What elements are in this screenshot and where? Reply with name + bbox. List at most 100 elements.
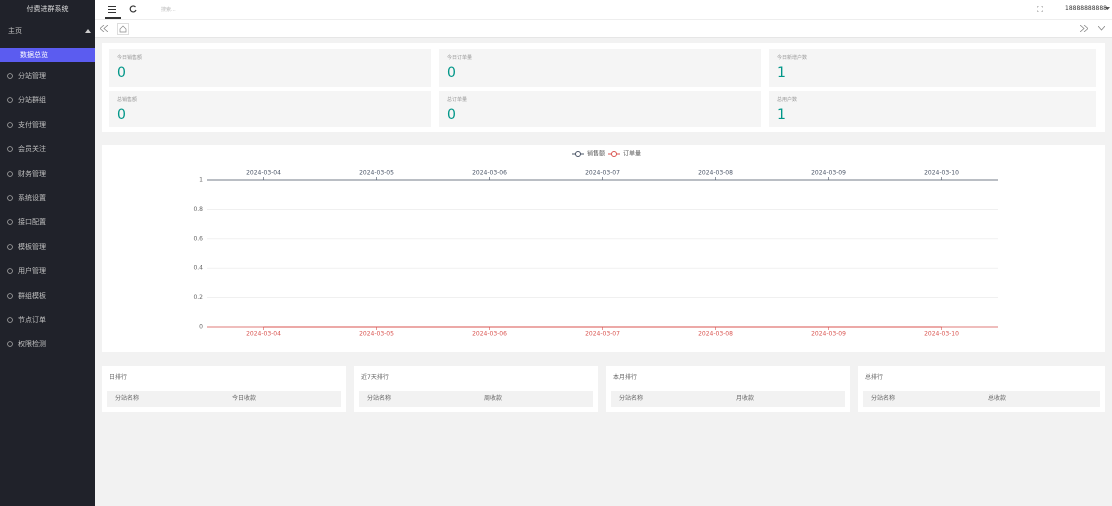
menu-label: 模板管理 xyxy=(18,242,46,251)
menu-item[interactable]: 模板管理 xyxy=(0,240,95,254)
icon-shape xyxy=(7,97,13,104)
ranking-panel: 总排行 分站名称 总收款 xyxy=(858,366,1105,412)
stat-label: 总订单量 xyxy=(447,97,468,103)
stats-panel: 今日销售额 0 今日订单量 0 今日新增户数 1 总销售额 0 总订单量 0 总用户数 1 xyxy=(102,43,1105,132)
x-tick-label-top: 2024-03-08 xyxy=(698,170,733,177)
menu-item[interactable]: 群组模板 xyxy=(0,289,95,303)
stat-value: 0 xyxy=(117,107,126,123)
menu-item[interactable]: 财务管理 xyxy=(0,167,95,181)
menu-item[interactable]: 用户管理 xyxy=(0,264,95,278)
menu-icon xyxy=(7,268,13,274)
stat-value: 1 xyxy=(777,65,786,81)
topbar: 搜索... 18888888888 xyxy=(95,0,1112,20)
menu-item[interactable]: 系统设置 xyxy=(0,191,95,205)
stat-card: 总订单量 0 xyxy=(439,91,761,127)
app-title: 付费进群系统 xyxy=(26,5,69,13)
menu-label: 群组模板 xyxy=(18,291,46,300)
stat-value: 1 xyxy=(777,107,786,123)
ranking-title: 日排行 xyxy=(109,374,128,381)
x-tick-label-top: 2024-03-07 xyxy=(585,170,620,177)
icon-shape xyxy=(7,219,13,226)
ranking-header: 分站名称 今日收款 xyxy=(107,391,341,407)
menu-label: 主页 xyxy=(8,27,22,35)
menu-active[interactable]: 数据总览 xyxy=(0,48,95,62)
user[interactable]: 18888888888 xyxy=(1065,5,1107,12)
ranking-header: 分站名称 总收款 xyxy=(863,391,1100,407)
ranking-panel: 本月排行分站名称 月收款 xyxy=(606,366,850,412)
menu-label: 分站群组 xyxy=(18,96,46,105)
y-tick-label: 0.2 xyxy=(193,294,203,301)
menu-item[interactable]: 分站管理 xyxy=(0,69,95,83)
icon-shape xyxy=(7,170,13,177)
x-tick-label-top: 2024-03-05 xyxy=(359,170,394,177)
menu-item[interactable]: 接口配置 xyxy=(0,215,95,229)
column-header: 总收款 xyxy=(988,395,1007,402)
stat-value: 0 xyxy=(117,65,126,81)
menu-item[interactable]: 会员关注 xyxy=(0,142,95,156)
menu-label: 支付管理 xyxy=(18,120,46,129)
menu-label: 系统设置 xyxy=(18,194,46,202)
x-tick-label: 2024-03-06 xyxy=(472,331,507,338)
home-tab[interactable] xyxy=(117,23,129,35)
icon-shape xyxy=(7,317,13,323)
ranking-panel: 日排行分站名称 今日收款 xyxy=(102,366,346,412)
ranking-header: 分站名称 月收款 xyxy=(611,391,845,407)
column-header: 分站名称 xyxy=(871,395,896,402)
x-tick-label: 2024-03-10 xyxy=(924,331,959,338)
ranking-title: 本月排行 xyxy=(613,374,638,381)
column-header: 分站名称 xyxy=(115,395,140,402)
column-header: 分站名称 xyxy=(619,395,644,402)
menu-item[interactable]: 支付管理 xyxy=(0,118,95,132)
menu-icon xyxy=(7,317,13,323)
stat-value: 0 xyxy=(447,65,456,81)
tab-prev[interactable] xyxy=(100,25,108,32)
stat-card: 总用户数 1 xyxy=(769,91,1096,127)
menu-home[interactable]: 主页 xyxy=(0,24,95,38)
stat-card: 今日订单量 0 xyxy=(439,49,761,87)
caret xyxy=(85,29,91,33)
stat-label: 今日订单量 xyxy=(447,55,473,61)
chart: 0 0.2 0.4 0.6 0.8 1 2024-03-04 2024-03-04 2024-0… xyxy=(193,150,998,338)
menu-label: 分站管理 xyxy=(18,72,46,80)
menu-item[interactable]: 权限检测 xyxy=(0,337,95,351)
menu-label: 数据总览 xyxy=(20,51,48,59)
tab-next[interactable] xyxy=(1080,25,1088,32)
menu-toggle[interactable] xyxy=(108,6,116,13)
stat-label: 总销售额 xyxy=(117,97,138,103)
fullscreen[interactable] xyxy=(1037,6,1043,12)
tab-indicator xyxy=(105,17,121,19)
x-tick-label: 2024-03-08 xyxy=(698,331,733,338)
x-tick-label: 2024-03-09 xyxy=(811,331,846,338)
sidebar: 付费进群系统 主页 数据总览 分站管理分站群组支付管理会员关注财务管理系统设置接… xyxy=(0,0,95,506)
legend-marker xyxy=(575,151,581,157)
search[interactable]: 搜索... xyxy=(161,7,176,13)
icon-shape xyxy=(7,146,13,152)
menu-item[interactable]: 分站群组 xyxy=(0,93,95,107)
y-tick-label: 0 xyxy=(199,324,203,331)
menu-icon xyxy=(7,97,13,104)
icon-shape xyxy=(7,268,13,274)
y-tick-label: 0.4 xyxy=(193,265,203,272)
stat-label: 今日新增户数 xyxy=(777,55,808,61)
menu-icon xyxy=(7,170,13,177)
tab-menu[interactable] xyxy=(1098,26,1105,31)
ranking-header: 分站名称 周收款 xyxy=(359,391,593,407)
y-tick-label: 1 xyxy=(199,177,203,184)
refresh[interactable] xyxy=(129,5,137,13)
menu-icon xyxy=(7,73,13,79)
menu-item[interactable]: 节点订单 xyxy=(0,313,95,327)
menu-icon xyxy=(7,341,13,348)
icon-shape xyxy=(7,121,13,128)
menu-label: 财务管理 xyxy=(18,169,46,178)
caret xyxy=(1105,7,1110,10)
menu-label: 节点订单 xyxy=(18,316,46,324)
x-tick-label-top: 2024-03-04 xyxy=(246,170,281,177)
menu-icon xyxy=(7,243,13,250)
legend-label[interactable]: 订单量 xyxy=(623,150,641,158)
legend-label[interactable]: 销售额 xyxy=(587,150,605,158)
column-header: 分站名称 xyxy=(367,395,392,402)
stat-card: 今日新增户数 1 xyxy=(769,49,1096,87)
stat-label: 总用户数 xyxy=(777,97,798,103)
icon-shape xyxy=(7,195,13,201)
x-tick-label: 2024-03-05 xyxy=(359,331,394,338)
